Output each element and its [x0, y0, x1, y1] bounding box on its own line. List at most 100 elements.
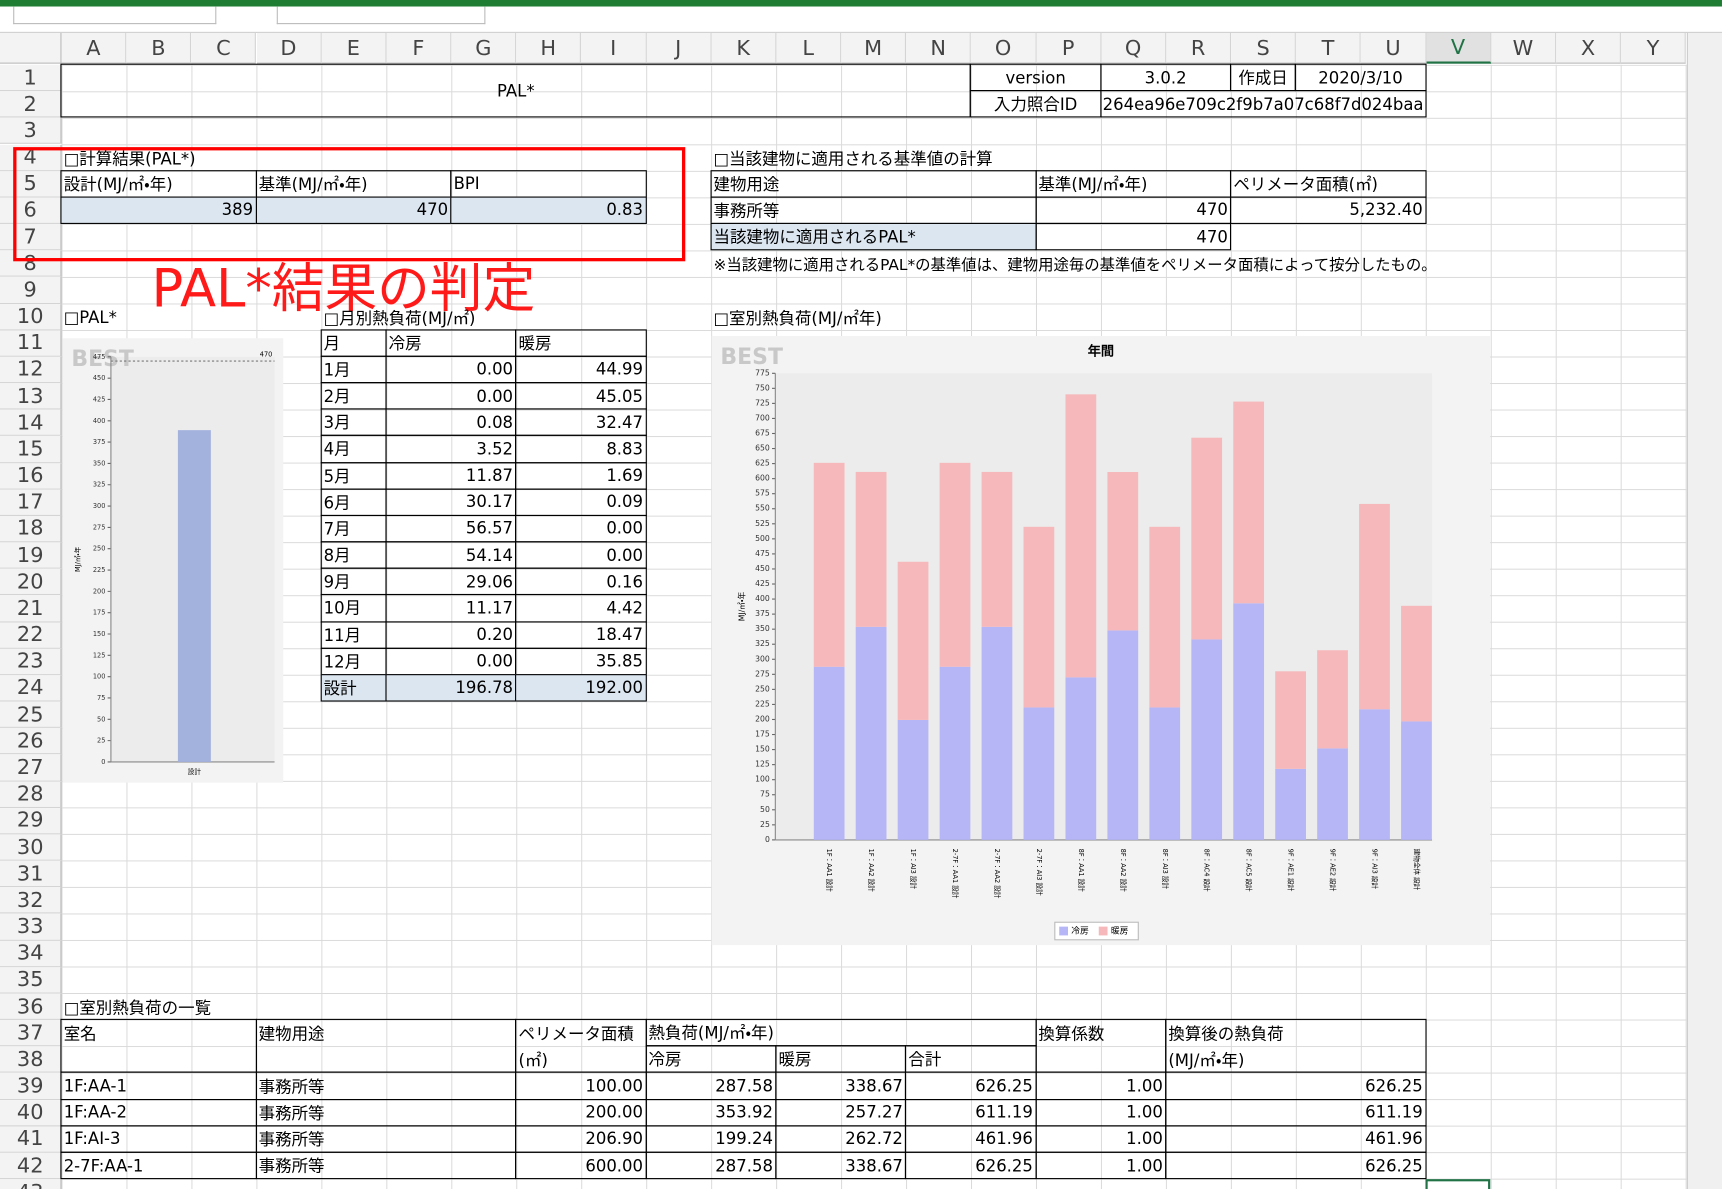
select-all[interactable] [0, 32, 62, 64]
row-header: 1 [0, 64, 62, 92]
row-header: 15 [0, 436, 62, 463]
table-cell: 11月 [320, 620, 387, 649]
chart-title: 年間 [1088, 342, 1114, 359]
column-label: (MJ/㎡・年) [1168, 1051, 1245, 1071]
table-cell: 461.96 [1165, 1125, 1427, 1153]
table-cell: 0.09 [515, 488, 647, 516]
input-id: 264ea96e709c2f9b7a07c68f7d024baa [1100, 90, 1427, 118]
y-tick-label: 175 [93, 609, 106, 617]
table-cell: 353.92 [645, 1098, 777, 1127]
bar-segment [855, 471, 887, 627]
bar-segment [897, 719, 929, 840]
chart: BEST 0 25 50 75 100 125 150 175 200 225 250 275 300 32… [711, 335, 1491, 946]
row-header: 33 [0, 913, 62, 941]
table-cell: 626.25 [905, 1072, 1037, 1100]
legend-box [1054, 921, 1139, 941]
column-header: L [776, 32, 842, 64]
y-tick-label: 300 [755, 654, 770, 663]
total-cell: 設計 [320, 674, 387, 702]
watermark: BEST [71, 347, 134, 372]
y-tick-label: 475 [755, 549, 770, 558]
row-header: 9 [0, 277, 62, 304]
y-tick-label: 225 [93, 566, 106, 574]
column-header: R [1166, 32, 1232, 64]
row-header: 3 [0, 117, 62, 145]
bar-segment [813, 462, 845, 667]
sheet-title: PAL* [60, 63, 972, 118]
row-header: 12 [0, 356, 62, 384]
y-tick-label: 450 [93, 374, 106, 382]
y-tick-label: 200 [755, 714, 770, 723]
y-tick-label: 275 [755, 669, 770, 678]
bar-segment [1359, 503, 1390, 710]
row-header: 39 [0, 1073, 62, 1100]
y-tick-label: 125 [93, 651, 106, 659]
row-header: 2 [0, 91, 62, 118]
selected-cell[interactable] [1425, 1179, 1491, 1189]
x-tick-label: 1F：AA1 設計 [825, 849, 834, 893]
table-cell: 2-7F:AA-1 [60, 1151, 257, 1180]
bar [177, 430, 211, 762]
table-cell: 206.90 [515, 1125, 647, 1153]
table-cell: 262.72 [775, 1125, 907, 1153]
x-tick-label: 2-7F：AI3 設計 [1035, 849, 1044, 896]
column-header: K [711, 32, 777, 64]
table-cell: 626.25 [1165, 1151, 1427, 1180]
column-header: V [1426, 32, 1492, 64]
row-header: 6 [0, 197, 62, 224]
x-tick-label: 設計 [188, 767, 202, 776]
x-tick-label: 8F：AA1 設計 [1077, 849, 1086, 893]
y-tick-label: 475 [93, 353, 106, 361]
table-cell: 32.47 [515, 408, 647, 437]
row-header: 16 [0, 462, 62, 490]
column-header: H [516, 32, 582, 64]
x-tick-label: 1F：AA2 設計 [867, 849, 876, 893]
row-header: 43 [0, 1179, 62, 1189]
scrollbar[interactable] [1686, 32, 1722, 1189]
table-cell: 5月 [320, 461, 387, 490]
bar-segment [1317, 650, 1348, 749]
column-header: D [256, 32, 322, 64]
row-header: 28 [0, 781, 62, 808]
y-tick-label: 225 [755, 699, 770, 708]
bar-segment [1275, 768, 1306, 840]
row-header: 29 [0, 807, 62, 835]
table-cell: 11.87 [385, 461, 517, 490]
table-cell: 30.17 [385, 488, 517, 516]
table-cell: 1.00 [1035, 1151, 1167, 1180]
table-cell: 0.08 [385, 408, 517, 437]
name-box[interactable] [13, 6, 217, 25]
table-cell: 11.17 [385, 594, 517, 623]
row-header: 42 [0, 1152, 62, 1180]
column-header: E [321, 32, 387, 64]
table-cell: 287.58 [645, 1151, 777, 1180]
y-tick-label: 425 [93, 395, 106, 403]
bar-segment [1233, 603, 1265, 840]
bar-segment [1065, 677, 1097, 840]
table-cell: 338.67 [775, 1151, 907, 1180]
bar-segment [1107, 472, 1139, 631]
row-header: 11 [0, 330, 62, 357]
result-value: 470 [255, 196, 452, 224]
y-tick-label: 75 [760, 790, 770, 799]
x-tick-label: 9F：AE1 設計 [1287, 849, 1296, 892]
y-tick-label: 400 [755, 594, 770, 603]
table-cell: 事務所等 [710, 196, 1037, 224]
formula-box[interactable] [276, 6, 486, 25]
table-cell: 56.57 [385, 514, 517, 543]
bar-segment [897, 561, 929, 720]
y-tick-label: 325 [755, 639, 770, 648]
row-header: 26 [0, 728, 62, 755]
legend-swatch [1059, 926, 1068, 936]
row-header: 8 [0, 250, 62, 278]
bar-segment [1191, 639, 1223, 840]
y-tick-label: 600 [755, 474, 770, 483]
section-title: □当該建物に適用される基準値の計算 [713, 148, 993, 169]
y-tick-label: 0 [765, 835, 770, 844]
row-header: 38 [0, 1046, 62, 1074]
reference-label: 470 [260, 350, 273, 358]
bar-segment [1065, 394, 1097, 678]
y-tick-label: 375 [755, 609, 770, 618]
bar-segment [1317, 748, 1348, 840]
y-tick-label: 400 [93, 417, 106, 425]
